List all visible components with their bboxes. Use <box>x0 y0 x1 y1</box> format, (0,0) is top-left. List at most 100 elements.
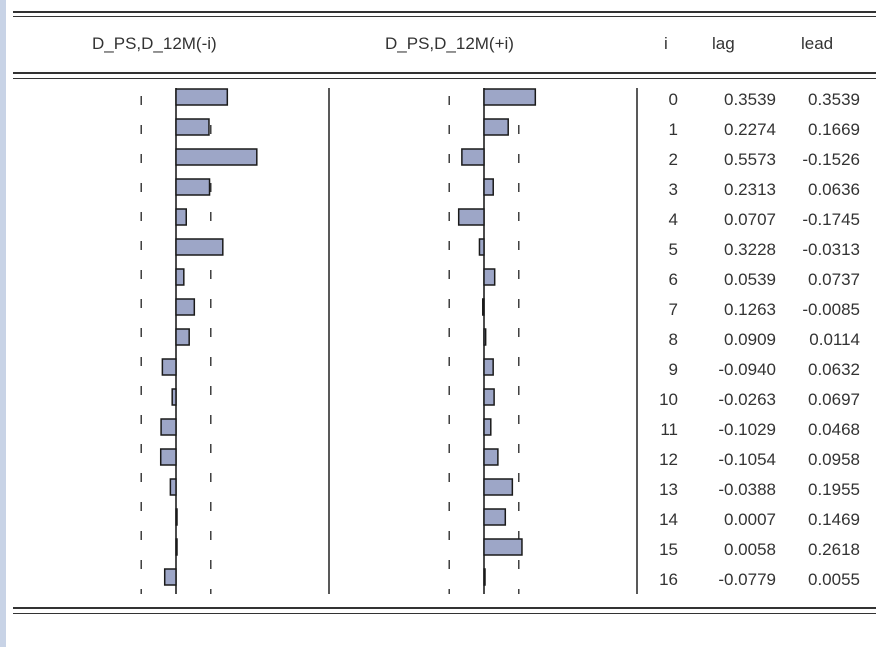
lead-bar <box>483 268 496 286</box>
lag-bar <box>175 508 178 526</box>
table-row: 13 -0.0388 0.1955 <box>0 480 876 510</box>
table-row: 16 -0.0779 0.0055 <box>0 570 876 600</box>
table-row: 0 0.3539 0.3539 <box>0 90 876 120</box>
row-lead: 0.0697 <box>808 390 860 409</box>
row-lag: -0.0779 <box>718 570 776 589</box>
row-lag: 0.0007 <box>724 510 776 529</box>
lag-bar <box>169 478 177 496</box>
table-row: 15 0.0058 0.2618 <box>0 540 876 570</box>
table-row: 9 -0.0940 0.0632 <box>0 360 876 390</box>
row-lead: 0.0737 <box>808 270 860 289</box>
row-lag: -0.0940 <box>718 360 776 379</box>
row-i: 14 <box>659 510 678 529</box>
row-lag: 0.2274 <box>724 120 776 139</box>
row-lag: 0.0058 <box>724 540 776 559</box>
row-lag: 0.0539 <box>724 270 776 289</box>
row-i: 13 <box>659 480 678 499</box>
row-i: 7 <box>668 300 678 319</box>
header-lag: lag <box>712 34 735 53</box>
row-i: 6 <box>668 270 678 289</box>
lag-bar <box>175 178 211 196</box>
row-lag: 0.0909 <box>724 330 776 349</box>
row-i: 8 <box>668 330 678 349</box>
header-rule <box>13 72 876 74</box>
row-lag: -0.1054 <box>718 450 776 469</box>
lead-bar <box>483 388 495 406</box>
lead-bar <box>483 418 492 436</box>
lag-bar <box>171 388 177 406</box>
header-lead-correlogram: D_PS,D_12M(+i) <box>385 34 514 53</box>
header-lead: lead <box>801 34 834 53</box>
row-lead: 0.2618 <box>808 540 860 559</box>
lag-bar <box>175 268 185 286</box>
top-rule <box>13 11 876 13</box>
header-i: i <box>664 34 668 53</box>
lead-bar <box>483 508 507 526</box>
lead-bar <box>483 358 494 376</box>
top-rule-inner <box>13 16 876 17</box>
table-row: 6 0.0539 0.0737 <box>0 270 876 300</box>
row-lag: -0.0388 <box>718 480 776 499</box>
bottom-rule-inner <box>13 613 876 614</box>
row-lead: 0.1469 <box>808 510 860 529</box>
row-lead: 0.0636 <box>808 180 860 199</box>
row-i: 3 <box>668 180 678 199</box>
lag-bar <box>175 88 229 106</box>
table-row: 11 -0.1029 0.0468 <box>0 420 876 450</box>
row-lag: 0.3539 <box>724 90 776 109</box>
table-row: 7 0.1263 -0.0085 <box>0 300 876 330</box>
row-lead: 0.1955 <box>808 480 860 499</box>
row-lag: 0.3228 <box>724 240 776 259</box>
row-lead: 0.1669 <box>808 120 860 139</box>
lead-bar <box>483 448 499 466</box>
lag-bar <box>161 358 177 376</box>
row-lead: 0.0114 <box>809 330 860 349</box>
row-i: 9 <box>668 360 678 379</box>
row-i: 4 <box>668 210 678 229</box>
lead-bar <box>483 478 514 496</box>
row-lag: 0.1263 <box>724 300 776 319</box>
lead-bar <box>483 178 494 196</box>
table-row: 14 0.0007 0.1469 <box>0 510 876 540</box>
lead-bar <box>478 238 485 256</box>
lag-bar <box>159 448 177 466</box>
row-lag: 0.5573 <box>724 150 776 169</box>
table-row: 1 0.2274 0.1669 <box>0 120 876 150</box>
row-lag: -0.0263 <box>718 390 776 409</box>
lead-bar <box>483 88 537 106</box>
row-lead: 0.0632 <box>808 360 860 379</box>
lag-bar <box>160 418 177 436</box>
row-i: 1 <box>668 120 678 139</box>
row-i: 15 <box>659 540 678 559</box>
row-lag: 0.0707 <box>724 210 776 229</box>
lag-bar <box>175 538 178 556</box>
row-lead: -0.0085 <box>802 300 860 319</box>
lag-bar <box>175 148 258 166</box>
table-row: 10 -0.0263 0.0697 <box>0 390 876 420</box>
row-lead: -0.1745 <box>802 210 860 229</box>
table-row: 12 -0.1054 0.0958 <box>0 450 876 480</box>
lead-bar <box>457 208 485 226</box>
row-i: 11 <box>660 420 678 439</box>
row-i: 0 <box>668 90 678 109</box>
header-lag-correlogram: D_PS,D_12M(-i) <box>92 34 217 53</box>
lead-bar <box>461 148 485 166</box>
table-row: 5 0.3228 -0.0313 <box>0 240 876 270</box>
lag-bar <box>175 208 188 226</box>
row-lead: 0.3539 <box>808 90 860 109</box>
table-row: 8 0.0909 0.0114 <box>0 330 876 360</box>
bottom-rule <box>13 607 876 609</box>
row-lead: -0.1526 <box>802 150 860 169</box>
header-rule-inner <box>13 78 876 79</box>
row-i: 16 <box>659 570 678 589</box>
row-lead: -0.0313 <box>802 240 860 259</box>
lag-bar <box>163 568 177 586</box>
row-lead: 0.0055 <box>808 570 860 589</box>
lead-bar <box>482 298 485 316</box>
lead-bar <box>483 118 509 136</box>
lag-bar <box>175 238 224 256</box>
lag-bar <box>175 298 196 316</box>
lead-bar <box>483 328 487 346</box>
lead-bar <box>483 538 523 556</box>
table-row: 3 0.2313 0.0636 <box>0 180 876 210</box>
